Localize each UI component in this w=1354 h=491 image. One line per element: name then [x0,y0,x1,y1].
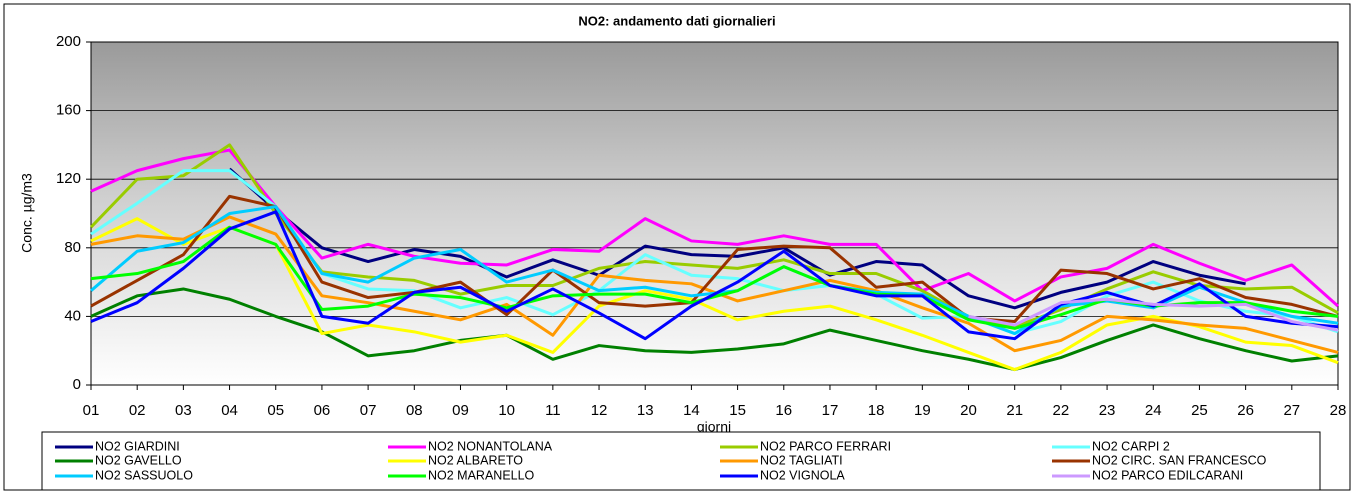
series-line [90,287,1339,372]
x-tick-label: 16 [775,402,792,419]
legend-label: NO2 SASSUOLO [95,468,193,482]
x-tick-label: 10 [498,402,515,419]
legend-label: NO2 PARCO EDILCARANI [1092,468,1243,482]
legend-label: NO2 MARANELLO [428,468,535,482]
y-tick-label: 80 [64,239,81,256]
x-tick-label: 18 [868,402,885,419]
x-tick-label: 15 [729,402,746,419]
series-line [90,148,1339,308]
legend-label: NO2 PARCO FERRARI [760,439,891,453]
legend-label: NO2 GAVELLO [95,453,182,467]
x-tick-label: 09 [452,402,469,419]
x-tick-label: 20 [960,402,977,419]
x-tick-label: 28 [1330,402,1347,419]
x-tick-label: 19 [914,402,931,419]
x-tick-label: 03 [175,402,192,419]
y-tick-label: 160 [56,102,81,119]
series-line [90,210,1339,341]
legend-label: NO2 CIRC. SAN FRANCESCO [1092,453,1267,467]
x-tick-label: 23 [1099,402,1116,419]
legend-label: NO2 CARPI 2 [1092,439,1170,453]
x-tick-label: 26 [1237,402,1254,419]
x-tick-label: 17 [822,402,839,419]
x-axis-label: giorni [697,419,731,435]
x-tick-label: 02 [129,402,146,419]
plot-border [90,41,1339,386]
y-tick-label: 0 [73,376,81,393]
x-tick-label: 08 [406,402,423,419]
x-tick-label: 07 [360,402,377,419]
x-tick-label: 01 [83,402,100,419]
series-line [968,297,1339,332]
x-tick-label: 13 [637,402,654,419]
x-tick-label: 06 [314,402,331,419]
series-line [90,217,1339,372]
x-tick-label: 12 [591,402,608,419]
y-tick-label: 120 [56,170,81,187]
plot-area [91,42,1338,385]
x-tick-label: 25 [1191,402,1208,419]
legend [41,431,1321,491]
y-tick-label: 200 [56,33,81,50]
legend-label: NO2 TAGLIATI [760,453,843,467]
legend-label: NO2 ALBARETO [428,453,523,467]
x-tick-label: 21 [1006,402,1023,419]
x-tick-label: 27 [1283,402,1300,419]
x-tick-label: 11 [545,402,561,419]
x-tick-label: 24 [1145,402,1162,419]
legend-label: NO2 NONANTOLANA [428,439,553,453]
legend-label: NO2 VIGNOLA [760,468,845,482]
y-tick-label: 40 [64,307,81,324]
chart-title: NO2: andamento dati giornalieri [578,13,775,28]
x-tick-label: 14 [683,402,700,419]
series-line [90,194,1339,324]
x-tick-label: 22 [1053,402,1070,419]
x-tick-label: 05 [267,402,284,419]
legend-label: NO2 GIARDINI [95,439,180,453]
y-axis-label: Conc. µg/m3 [19,173,35,253]
x-tick-label: 04 [221,402,238,419]
